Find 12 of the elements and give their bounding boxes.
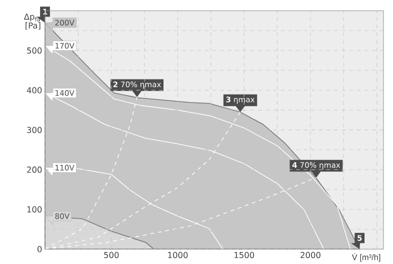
y-tick-label: 100: [27, 206, 42, 212]
y-tick-label: 200: [27, 166, 42, 173]
y-tick-label: 0: [38, 246, 42, 252]
x-tick-label: 1500: [234, 252, 254, 258]
y-axis-title: Δp$_{fa}$ [Pa]: [24, 13, 40, 30]
y-tick-label: 500: [27, 47, 42, 54]
x-tick-label: 1000: [168, 252, 188, 258]
y-tick-label: 300: [27, 126, 42, 133]
x-tick-label: 500: [104, 252, 119, 258]
x-tick-label: 2000: [300, 252, 320, 258]
x-axis-title: V̇ [m³/h]: [352, 253, 380, 262]
y-tick-label: 400: [26, 86, 42, 94]
